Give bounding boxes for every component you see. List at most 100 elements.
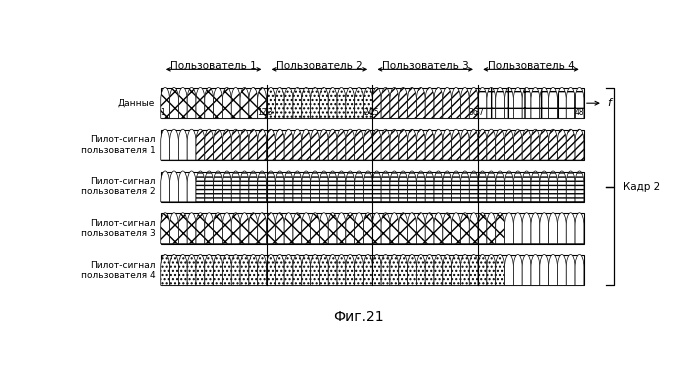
PathPatch shape xyxy=(293,213,302,243)
Text: Пользователь 4: Пользователь 4 xyxy=(488,61,575,71)
PathPatch shape xyxy=(231,171,240,202)
PathPatch shape xyxy=(178,171,187,202)
PathPatch shape xyxy=(258,88,267,118)
PathPatch shape xyxy=(575,213,584,243)
PathPatch shape xyxy=(363,171,372,202)
PathPatch shape xyxy=(566,213,575,243)
PathPatch shape xyxy=(187,129,196,160)
Text: Пилот-сигнал
пользователя 1: Пилот-сигнал пользователя 1 xyxy=(80,135,155,155)
PathPatch shape xyxy=(319,171,328,202)
PathPatch shape xyxy=(240,88,249,118)
PathPatch shape xyxy=(540,254,549,285)
PathPatch shape xyxy=(540,171,549,202)
PathPatch shape xyxy=(513,213,522,243)
PathPatch shape xyxy=(346,88,355,118)
PathPatch shape xyxy=(540,129,549,160)
PathPatch shape xyxy=(319,88,328,118)
Text: Фиг.21: Фиг.21 xyxy=(333,310,384,324)
PathPatch shape xyxy=(425,171,434,202)
PathPatch shape xyxy=(390,129,399,160)
PathPatch shape xyxy=(478,213,487,243)
PathPatch shape xyxy=(284,88,293,118)
PathPatch shape xyxy=(328,88,337,118)
PathPatch shape xyxy=(178,129,187,160)
PathPatch shape xyxy=(337,129,346,160)
PathPatch shape xyxy=(478,171,487,202)
PathPatch shape xyxy=(363,88,372,118)
PathPatch shape xyxy=(284,129,293,160)
PathPatch shape xyxy=(461,129,469,160)
PathPatch shape xyxy=(461,88,469,118)
PathPatch shape xyxy=(443,254,452,285)
PathPatch shape xyxy=(407,254,416,285)
PathPatch shape xyxy=(461,171,469,202)
PathPatch shape xyxy=(549,213,557,243)
Text: 25: 25 xyxy=(369,108,379,117)
PathPatch shape xyxy=(240,254,249,285)
PathPatch shape xyxy=(214,129,223,160)
PathPatch shape xyxy=(187,254,196,285)
PathPatch shape xyxy=(293,254,302,285)
PathPatch shape xyxy=(249,171,258,202)
PathPatch shape xyxy=(372,88,381,118)
PathPatch shape xyxy=(267,171,275,202)
PathPatch shape xyxy=(275,129,284,160)
PathPatch shape xyxy=(566,254,575,285)
PathPatch shape xyxy=(407,171,416,202)
PathPatch shape xyxy=(311,254,319,285)
PathPatch shape xyxy=(372,254,381,285)
Bar xyxy=(161,255,584,285)
Text: 13: 13 xyxy=(263,108,273,117)
Text: Пилот-сигнал
пользователя 3: Пилот-сигнал пользователя 3 xyxy=(80,219,155,238)
PathPatch shape xyxy=(540,88,549,118)
PathPatch shape xyxy=(513,88,522,118)
PathPatch shape xyxy=(161,171,169,202)
PathPatch shape xyxy=(575,171,584,202)
Text: 24: 24 xyxy=(363,108,373,117)
PathPatch shape xyxy=(196,129,205,160)
PathPatch shape xyxy=(258,213,267,243)
Bar xyxy=(161,213,584,243)
Text: Данные: Данные xyxy=(118,99,155,108)
PathPatch shape xyxy=(575,254,584,285)
PathPatch shape xyxy=(487,129,496,160)
PathPatch shape xyxy=(434,254,443,285)
PathPatch shape xyxy=(513,254,522,285)
PathPatch shape xyxy=(240,213,249,243)
PathPatch shape xyxy=(319,254,328,285)
PathPatch shape xyxy=(540,213,549,243)
Text: 1: 1 xyxy=(160,108,165,117)
PathPatch shape xyxy=(205,254,214,285)
PathPatch shape xyxy=(231,254,240,285)
PathPatch shape xyxy=(416,129,425,160)
PathPatch shape xyxy=(355,88,363,118)
PathPatch shape xyxy=(452,213,461,243)
PathPatch shape xyxy=(381,129,390,160)
PathPatch shape xyxy=(214,171,223,202)
PathPatch shape xyxy=(249,88,258,118)
PathPatch shape xyxy=(346,254,355,285)
PathPatch shape xyxy=(205,129,214,160)
PathPatch shape xyxy=(196,171,205,202)
PathPatch shape xyxy=(399,129,407,160)
PathPatch shape xyxy=(425,254,434,285)
PathPatch shape xyxy=(311,88,319,118)
PathPatch shape xyxy=(258,171,267,202)
PathPatch shape xyxy=(328,129,337,160)
PathPatch shape xyxy=(452,88,461,118)
Text: 36: 36 xyxy=(469,108,479,117)
PathPatch shape xyxy=(284,171,293,202)
PathPatch shape xyxy=(452,254,461,285)
Text: Пилот-сигнал
пользователя 2: Пилот-сигнал пользователя 2 xyxy=(80,177,155,196)
PathPatch shape xyxy=(372,171,381,202)
PathPatch shape xyxy=(505,129,513,160)
Text: Пользователь 2: Пользователь 2 xyxy=(276,61,363,71)
PathPatch shape xyxy=(196,213,205,243)
PathPatch shape xyxy=(302,254,311,285)
PathPatch shape xyxy=(425,213,434,243)
PathPatch shape xyxy=(346,213,355,243)
PathPatch shape xyxy=(381,213,390,243)
Bar xyxy=(161,172,584,202)
PathPatch shape xyxy=(169,254,178,285)
PathPatch shape xyxy=(522,129,531,160)
